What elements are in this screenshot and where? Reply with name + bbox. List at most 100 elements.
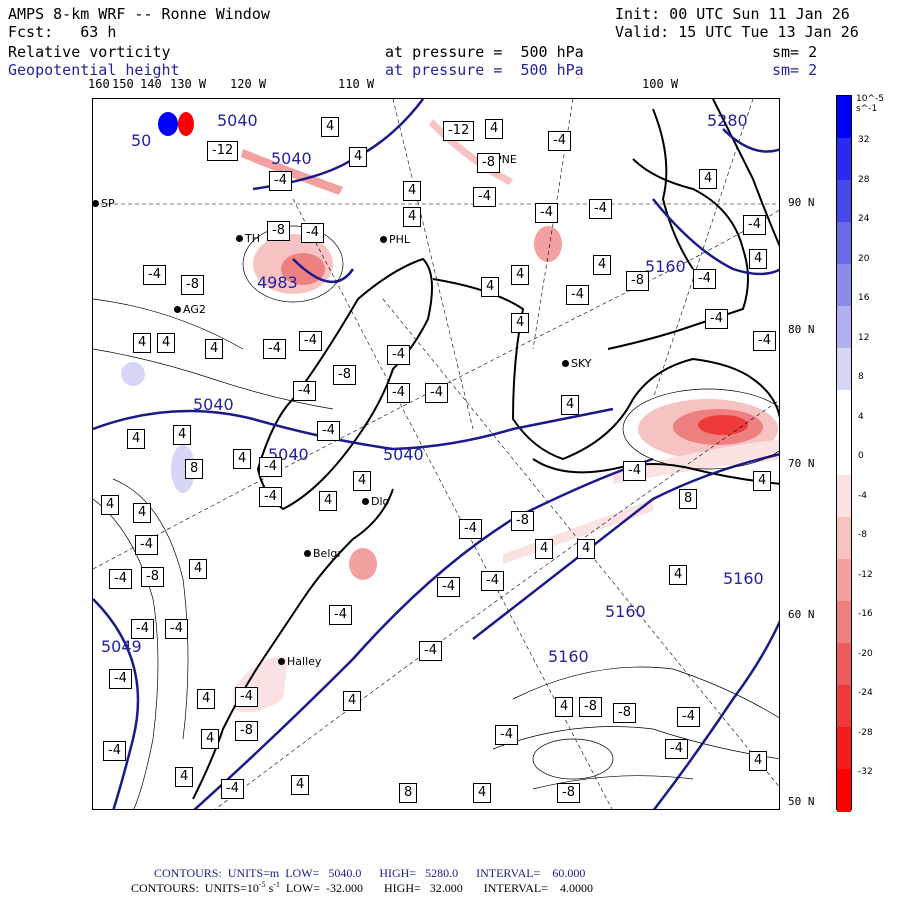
colorbar-tick-label: 16 [858, 293, 870, 303]
vort-label: -4 [109, 669, 132, 689]
vort-label: -12 [207, 141, 239, 161]
vort-label: 4 [353, 471, 372, 491]
vorticity-contours [93, 225, 779, 809]
init-time: Init: 00 UTC Sun 11 Jan 26 [615, 5, 850, 23]
lon-label-150: 150 [112, 77, 134, 91]
colorbar-segment [837, 684, 851, 728]
height-label: 5160 [548, 647, 589, 666]
vort-label: 4 [577, 539, 596, 559]
vort-label: 4 [485, 119, 504, 139]
lat-label-60n: 60 N [788, 608, 815, 621]
lon-label-140: 140 [140, 77, 162, 91]
vort-label: -4 [535, 203, 558, 223]
height-label: 5040 [217, 111, 258, 130]
station-sky: SKY [562, 357, 592, 370]
valid-time: Valid: 15 UTC Tue 13 Jan 26 [615, 23, 859, 41]
vort-label: -4 [387, 345, 410, 365]
lat-label-70n: 70 N [788, 457, 815, 470]
footer-vort-exp: -5 [258, 880, 266, 889]
station-ag2: AG2 [174, 303, 206, 316]
field2-smoothing: sm= 2 [772, 61, 818, 79]
colorbar-segment [837, 348, 851, 392]
vort-label: -4 [259, 457, 282, 477]
vort-label: 4 [127, 429, 146, 449]
colorbar-segment [837, 222, 851, 266]
vort-label: 4 [749, 249, 768, 269]
colorbar-tick-label: -12 [858, 569, 873, 580]
vort-label: -4 [143, 265, 166, 285]
vort-label: 4 [201, 729, 220, 749]
vort-label: 4 [291, 775, 310, 795]
lon-label-120w: 120 W [230, 77, 267, 91]
vort-label: -4 [481, 571, 504, 591]
vort-label: -4 [437, 577, 460, 597]
colorbar-segment [837, 306, 851, 350]
vort-label: 4 [173, 425, 192, 445]
footer-vorticity-contours: CONTOURS: UNITS=10-5 s-1 LOW= -32.000 HI… [131, 880, 593, 896]
vort-label: 4 [749, 751, 768, 771]
colorbar-tick-label: 32 [858, 135, 870, 145]
vort-label: -8 [333, 365, 356, 385]
height-label: 5280 [707, 111, 748, 130]
vort-label: -4 [425, 383, 448, 403]
vort-label: -4 [419, 641, 442, 661]
height-label: 5049 [101, 637, 142, 656]
vort-label: 4 [753, 471, 772, 491]
colorbar-segment [837, 390, 851, 434]
vort-label: -8 [613, 703, 636, 723]
vort-label: 4 [197, 689, 216, 709]
station-dlo: Dlo [361, 495, 390, 508]
vort-label: 4 [561, 395, 580, 415]
vort-label: 4 [157, 333, 176, 353]
vort-label: -4 [263, 339, 286, 359]
field1-pressure: at pressure = 500 hPa [385, 43, 584, 61]
vort-label: 4 [481, 277, 500, 297]
vort-label: -4 [109, 569, 132, 589]
station-halley: Halley [277, 655, 322, 668]
height-label: 4983 [257, 273, 298, 292]
colorbar-segment [837, 96, 851, 140]
vort-label: -12 [443, 121, 475, 141]
footer-vort-units: CONTOURS: UNITS=10 [131, 881, 259, 895]
colorbar-segment [837, 138, 851, 182]
colorbar-tick-label: -4 [858, 490, 867, 501]
lon-label-160: 160 [88, 77, 110, 91]
colorbar-segment [837, 768, 851, 812]
lat-label-90n: 90 N [788, 196, 815, 209]
field2-pressure: at pressure = 500 hPa [385, 61, 584, 79]
vort-label: -8 [477, 153, 500, 173]
colorbar-tick-label: 20 [858, 253, 870, 264]
vort-label: -8 [557, 783, 580, 803]
vort-label: -4 [317, 421, 340, 441]
vort-label: -4 [299, 331, 322, 351]
vort-label: -4 [221, 779, 244, 799]
vort-label: -4 [135, 535, 158, 555]
colorbar-tick-label: 0 [858, 451, 864, 461]
vort-label: 8 [185, 459, 204, 479]
colorbar-tick-label: -24 [858, 688, 873, 698]
station-belgr: Belgr [304, 547, 342, 560]
vort-label: -4 [548, 131, 571, 151]
vort-label: -4 [743, 215, 766, 235]
colorbar-unit: 10^-5 s^-1 [856, 94, 884, 114]
colorbar-tick-label: 28 [858, 174, 870, 185]
vort-label: 4 [321, 117, 340, 137]
footer-vort-range: LOW= -32.000 HIGH= 32.000 INTERVAL= 4.00… [279, 881, 594, 895]
map-panel: 5040 5040 5040 5040 5040 4983 5160 5160 … [92, 98, 780, 810]
vort-label: -4 [459, 519, 482, 539]
vort-label: 4 [699, 169, 718, 189]
lon-label-100w: 100 W [642, 77, 679, 91]
vort-label: 4 [101, 495, 120, 515]
colorbar-tick-label: 4 [858, 411, 864, 422]
vort-label: 8 [399, 783, 418, 803]
lat-label-80n: 80 N [788, 323, 815, 336]
vort-label: -4 [473, 187, 496, 207]
station-th: TH [236, 232, 260, 245]
vort-label: -4 [259, 487, 282, 507]
colorbar-segment [837, 264, 851, 308]
colorbar-segment [837, 516, 851, 560]
vort-label: -4 [269, 171, 292, 191]
colorbar-segment [837, 474, 851, 518]
vort-label: -4 [566, 285, 589, 305]
vort-label: 4 [535, 539, 554, 559]
